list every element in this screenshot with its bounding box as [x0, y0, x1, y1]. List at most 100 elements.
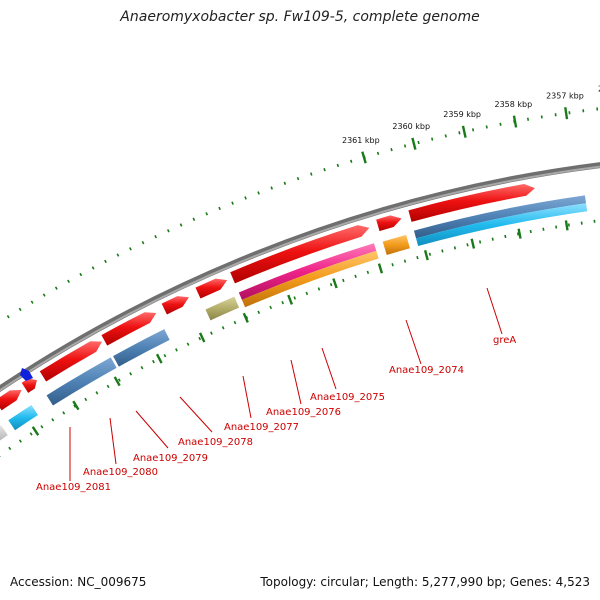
- scale-dot: [471, 128, 475, 132]
- scale-dot: [192, 217, 196, 222]
- scale-dot: [376, 151, 380, 156]
- scale-dot: [231, 201, 234, 205]
- ring-dot: [210, 331, 213, 335]
- ring-dot: [441, 249, 444, 253]
- blue-marker-icon: [20, 368, 33, 381]
- forward-cds-arrow: [376, 215, 402, 232]
- ring-dot: [62, 411, 66, 415]
- ring-dot: [428, 252, 432, 256]
- scale-dot: [444, 134, 447, 138]
- backbone-highlight: [0, 165, 600, 392]
- ring-major-tick: [564, 220, 569, 231]
- gene-label: Anae109_2077: [224, 422, 299, 433]
- scale-dot: [244, 196, 247, 200]
- ring-dot: [342, 278, 345, 283]
- label-leader-line: [109, 417, 117, 465]
- ring-dot: [186, 342, 190, 346]
- rev-gene-anae109-2081: [0, 425, 8, 441]
- kbp-tick-label: 2358 kbp: [495, 100, 533, 109]
- ring-dot: [529, 229, 532, 234]
- scale-dot: [154, 234, 158, 239]
- ring-dot: [152, 359, 155, 364]
- ring-dot: [516, 232, 520, 236]
- scale-major-tick: [512, 115, 518, 128]
- gene-label: Anae109_2076: [266, 407, 341, 418]
- scale-dot: [104, 259, 107, 264]
- rev-gene-right-cyan: [416, 203, 588, 247]
- ring-dot: [29, 432, 33, 436]
- kbp-tick-label: 2357 kbp: [546, 91, 584, 100]
- kbp-tick-label: 2359 kbp: [443, 110, 481, 119]
- kbp-scale: 2350 kbp2351 kbp2352 kbp2353 kbp2354 kbp…: [6, 85, 600, 319]
- scale-dot: [179, 223, 183, 227]
- gene-labels: greA Anae109_2074 Anae109_2075 Anae109_2076…: [36, 287, 516, 493]
- ring-dot: [391, 263, 394, 267]
- scale-dot: [458, 131, 461, 135]
- ring-major-tick: [517, 228, 522, 239]
- rev-gene-right-steel: [413, 195, 587, 239]
- ring-dot: [329, 282, 333, 287]
- scale-dot: [431, 137, 434, 141]
- label-leader-line: [321, 347, 337, 390]
- scale-dot: [79, 272, 83, 277]
- ring-dot: [293, 296, 297, 300]
- ring-dot: [542, 227, 545, 231]
- ring-dot: [354, 274, 357, 279]
- inner-tick-ring: [0, 219, 596, 458]
- forward-cds-arrow: [21, 378, 37, 393]
- label-leader-line: [179, 396, 213, 433]
- ring-dot: [281, 300, 284, 305]
- ring-dot: [478, 240, 482, 244]
- ring-dot: [233, 320, 237, 325]
- kbp-tick-label: 2361 kbp: [342, 136, 380, 145]
- ring-dot: [129, 372, 133, 376]
- ring-major-tick: [470, 238, 476, 249]
- scale-dot: [116, 253, 120, 257]
- scale-dot: [218, 206, 221, 211]
- scale-dot: [129, 247, 132, 251]
- ring-major-tick: [198, 332, 206, 343]
- ring-dot: [416, 255, 419, 260]
- ring-dot: [504, 234, 507, 239]
- scale-dot: [42, 293, 46, 297]
- ring-major-tick: [287, 294, 294, 305]
- label-leader-line: [405, 319, 422, 365]
- genome-backbone: [0, 162, 600, 393]
- ring-dot: [466, 243, 469, 247]
- scale-dot: [499, 122, 502, 126]
- ring-major-tick: [155, 353, 163, 364]
- ring-dot: [73, 404, 77, 408]
- rev-gene-anae109-2075: [205, 296, 240, 321]
- ring-dot: [305, 291, 309, 296]
- ring-major-tick: [377, 263, 384, 274]
- ring-major-tick: [31, 426, 40, 436]
- ring-dot: [317, 287, 321, 291]
- ring-dot: [40, 425, 44, 429]
- scale-dot: [54, 286, 58, 290]
- scale-dot: [30, 300, 34, 304]
- label-leader-line: [242, 375, 252, 419]
- gene-label: Anae109_2075: [310, 392, 385, 403]
- rev-gene-grea: [382, 234, 410, 256]
- forward-cds-arrow: [39, 341, 103, 382]
- ring-dot: [257, 310, 261, 315]
- ring-dot: [106, 384, 110, 389]
- genome-title: Anaeromyxobacter sp. Fw109-5, complete g…: [120, 9, 480, 25]
- ring-dot: [8, 446, 12, 451]
- accession-text: Accession: NC_009675: [10, 575, 147, 589]
- forward-cds-arrow: [0, 389, 22, 411]
- rev-gene-anae109-2074: [238, 243, 377, 300]
- gene-label: Anae109_2074: [389, 365, 464, 376]
- ring-dot: [491, 237, 494, 241]
- scale-dot: [141, 240, 145, 245]
- ring-dot: [140, 365, 144, 370]
- ring-major-tick: [113, 376, 121, 387]
- scale-dot: [91, 266, 95, 270]
- ring-dot: [453, 246, 457, 250]
- scale-dot: [6, 315, 10, 319]
- scale-dot: [270, 186, 273, 190]
- gene-label: Anae109_2081: [36, 482, 111, 493]
- genome-stats-text: Topology: circular; Length: 5,277,990 bp…: [260, 575, 590, 589]
- ring-dot: [163, 354, 167, 358]
- gene-features: [0, 183, 588, 441]
